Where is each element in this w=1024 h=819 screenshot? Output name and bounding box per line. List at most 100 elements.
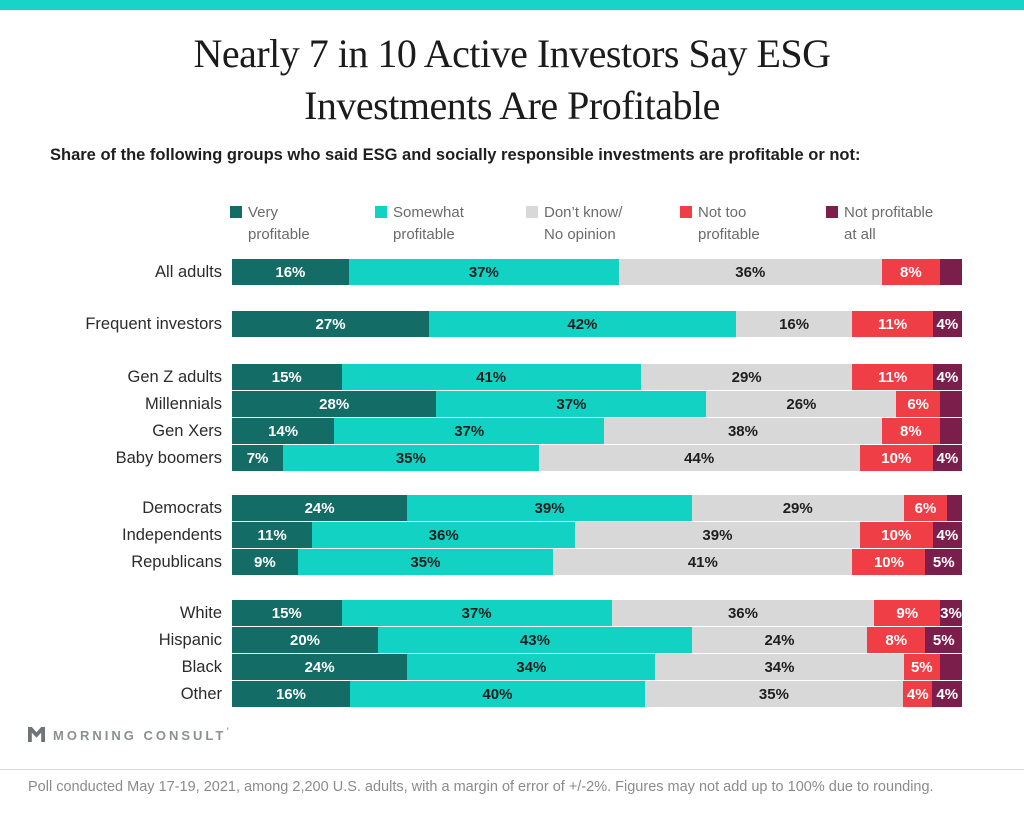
- bar-segment: 29%: [640, 364, 853, 390]
- legend-label: Not too profitable: [698, 204, 760, 243]
- stacked-bar: 24% 39% 29% 6%: [232, 495, 962, 521]
- chart-subtitle: Share of the following groups who said E…: [50, 146, 861, 164]
- row-category-label: Hispanic: [158, 631, 222, 649]
- bar-segment: 5%: [903, 654, 941, 680]
- page-title: Nearly 7 in 10 Active Investors Say ESG …: [193, 31, 831, 128]
- bar-segment: 26%: [706, 391, 897, 417]
- bar-segment: 8%: [867, 627, 926, 653]
- stacked-bar: 24% 34% 34% 5%: [232, 654, 962, 680]
- legend-item: Very profitable: [230, 202, 375, 246]
- bar-row: Gen Xers 14% 37% 38% 8%: [0, 418, 962, 444]
- bar-segment: 37%: [348, 259, 619, 285]
- bar-row: All adults 16% 37% 36% 8%: [0, 259, 962, 285]
- bar-segment: 38%: [604, 418, 882, 444]
- brand-trademark: ’: [226, 726, 229, 736]
- bar-segment: 9%: [232, 549, 298, 575]
- bar-segment: [947, 495, 962, 521]
- row-category-label: Other: [180, 685, 222, 703]
- stacked-bar: 20% 43% 24% 8% 5%: [232, 627, 962, 653]
- bar-segment: 42%: [429, 311, 736, 337]
- bar-segment: 10%: [859, 445, 933, 471]
- bar-segment: 36%: [618, 259, 882, 285]
- bar-segment: 24%: [691, 627, 868, 653]
- bar-segment: 4%: [902, 681, 933, 707]
- legend-label: Very profitable: [248, 204, 310, 243]
- legend-item: Don’t know/ No opinion: [526, 202, 680, 246]
- bar-row: Black 24% 34% 34% 5%: [0, 654, 962, 680]
- bar-segment: 35%: [644, 681, 903, 707]
- row-category-label: White: [179, 604, 222, 622]
- bar-segment: 9%: [874, 600, 941, 626]
- bar-segment: 11%: [852, 311, 933, 337]
- bar-segment: 15%: [232, 364, 342, 390]
- bar-segment: 34%: [655, 654, 904, 680]
- legend-label: Somewhat profitable: [393, 204, 464, 243]
- bar-segment: 36%: [611, 600, 875, 626]
- bar-segment: 28%: [232, 391, 437, 417]
- legend-swatch-icon: [680, 206, 692, 218]
- bar-segment: 41%: [341, 364, 641, 390]
- bar-segment: 24%: [232, 495, 408, 521]
- stacked-bar: 16% 37% 36% 8%: [232, 259, 962, 285]
- bar-segment: [940, 391, 962, 417]
- bar-group: All adults 16% 37% 36% 8%: [0, 259, 962, 286]
- legend-label: Not profitable at all: [844, 204, 934, 243]
- footer-note: Poll conducted May 17-19, 2021, among 2,…: [28, 779, 934, 795]
- legend-swatch-icon: [375, 206, 387, 218]
- bar-segment: 41%: [553, 549, 853, 575]
- bar-segment: 37%: [334, 418, 605, 444]
- bar-segment: [940, 418, 962, 444]
- legend-item: Somewhat profitable: [375, 202, 526, 246]
- bar-segment: 34%: [407, 654, 656, 680]
- legend: Very profitable Somewhat profitable Don’t …: [230, 202, 976, 246]
- bar-segment: 37%: [436, 391, 707, 417]
- bar-segment: 10%: [859, 522, 933, 548]
- stacked-bar: 7% 35% 44% 10% 4%: [232, 445, 962, 471]
- legend-item: Not profitable at all: [826, 202, 976, 246]
- bar-row: Democrats 24% 39% 29% 6%: [0, 495, 962, 521]
- bar-group: Democrats 24% 39% 29% 6% Independents 11% 36% 39…: [0, 495, 962, 576]
- bar-segment: [940, 259, 962, 285]
- bar-row: Baby boomers 7% 35% 44% 10% 4%: [0, 445, 962, 471]
- bar-segment: 4%: [932, 311, 962, 337]
- bar-segment: 15%: [232, 600, 342, 626]
- stacked-bar: 15% 37% 36% 9% 3%: [232, 600, 962, 626]
- bar-segment: 10%: [852, 549, 926, 575]
- bar-row: Frequent investors 27% 42% 16% 11% 4%: [0, 311, 962, 337]
- legend-label: Don’t know/ No opinion: [544, 204, 623, 243]
- bar-segment: 40%: [349, 681, 645, 707]
- stacked-bar: 11% 36% 39% 10% 4%: [232, 522, 962, 548]
- bar-row: Independents 11% 36% 39% 10% 4%: [0, 522, 962, 548]
- row-category-label: Baby boomers: [115, 449, 222, 467]
- bar-row: Millennials 28% 37% 26% 6%: [0, 391, 962, 417]
- bar-group: White 15% 37% 36% 9% 3% Hispanic 20% 43% 24% 8% 5% B…: [0, 600, 962, 708]
- bar-segment: 37%: [341, 600, 612, 626]
- bar-segment: 4%: [932, 522, 962, 548]
- bar-segment: 8%: [881, 418, 941, 444]
- bar-segment: [940, 654, 962, 680]
- row-category-label: Millennials: [144, 395, 222, 413]
- bar-row: Republicans 9% 35% 41% 10% 5%: [0, 549, 962, 575]
- bar-segment: 4%: [932, 364, 962, 390]
- bar-segment: 11%: [232, 522, 313, 548]
- brand-name: MORNING CONSULT’: [53, 726, 229, 743]
- bar-segment: 36%: [312, 522, 576, 548]
- bar-segment: 35%: [283, 445, 539, 471]
- bar-segment: 4%: [932, 681, 962, 707]
- brand-logo: MORNING CONSULT’: [28, 726, 229, 743]
- legend-item: Not too profitable: [680, 202, 826, 246]
- stacked-bar: 15% 41% 29% 11% 4%: [232, 364, 962, 390]
- bar-segment: 29%: [691, 495, 904, 521]
- bar-group: Frequent investors 27% 42% 16% 11% 4%: [0, 311, 962, 338]
- row-category-label: All adults: [155, 263, 222, 281]
- bar-segment: 14%: [232, 418, 335, 444]
- bar-segment: 3%: [940, 600, 962, 626]
- bar-segment: 8%: [881, 259, 941, 285]
- stacked-bar: 28% 37% 26% 6%: [232, 391, 962, 417]
- stacked-bar: 16% 40% 35% 4% 4%: [232, 681, 962, 707]
- row-category-label: Frequent investors: [85, 315, 222, 333]
- bar-segment: 20%: [232, 627, 378, 653]
- bar-segment: 6%: [903, 495, 948, 521]
- bar-row: White 15% 37% 36% 9% 3%: [0, 600, 962, 626]
